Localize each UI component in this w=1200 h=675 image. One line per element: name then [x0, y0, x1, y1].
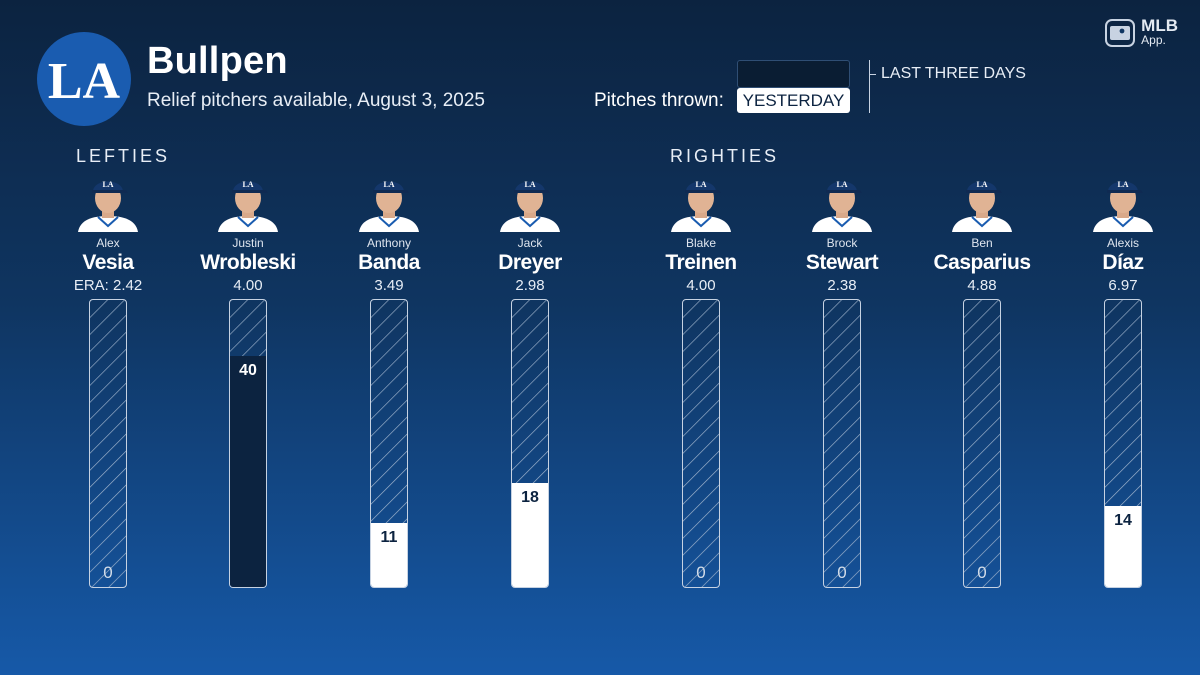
player-era: 6.97	[1108, 277, 1138, 294]
pitch-bar-treinen: 0	[682, 299, 720, 588]
player-first-name: Alex	[96, 236, 120, 250]
pitch-count-label: 40	[239, 361, 257, 379]
svg-text:LA: LA	[242, 180, 253, 189]
player-last-name: Casparius	[933, 251, 1031, 274]
player-last-name: Stewart	[805, 251, 879, 274]
legend-bracket-tick	[869, 74, 876, 75]
player-first-name: Ben	[971, 236, 993, 250]
pitch-count-label: 18	[521, 488, 539, 506]
player-era: 4.00	[686, 277, 716, 294]
svg-text:LA: LA	[836, 180, 847, 189]
pitch-bar-dreyer: 18	[511, 299, 549, 588]
player-era: 2.38	[827, 277, 857, 294]
player-headshot: LA	[500, 180, 560, 232]
legend-yesterday-swatch: YESTERDAY	[737, 88, 850, 113]
page-subtitle: Relief pitchers available, August 3, 202…	[147, 90, 485, 111]
pitch-bar-fill	[1105, 506, 1141, 587]
pitch-count-label: 0	[696, 563, 706, 582]
pitch-count-label: 11	[380, 529, 398, 547]
mlb-logo-icon	[1105, 19, 1136, 47]
player-headshot: LA	[78, 180, 138, 232]
group-label-lefties: LEFTIES	[76, 146, 171, 166]
svg-text:LA: LA	[48, 53, 121, 110]
player-last-name: Dreyer	[498, 251, 562, 274]
player-first-name: Brock	[826, 236, 858, 250]
pitcher-dreyer: LA Jack Dreyer 2.98	[455, 168, 605, 294]
svg-text:LA: LA	[695, 180, 706, 189]
player-era: 4.00	[233, 277, 263, 294]
dodgers-logo: LA	[37, 32, 131, 126]
svg-text:LA: LA	[102, 180, 113, 189]
pitch-count-label: 0	[977, 563, 987, 582]
legend-bracket	[857, 60, 870, 113]
pitch-bar-daz: 14	[1104, 299, 1142, 588]
pitcher-stewart: LA Brock Stewart 2.38	[767, 168, 917, 294]
player-headshot: LA	[812, 180, 872, 232]
pitch-bar-fill	[371, 523, 407, 587]
player-era: 2.98	[515, 277, 545, 294]
player-first-name: Blake	[685, 236, 717, 250]
player-era: 3.49	[374, 277, 404, 294]
player-headshot: LA	[671, 180, 731, 232]
pitch-bar-banda: 11	[370, 299, 408, 588]
mlb-app-text: MLB	[1141, 16, 1178, 35]
legend-three-days-swatch	[737, 60, 850, 88]
pitch-bar-fill	[230, 355, 266, 587]
svg-text:LA: LA	[383, 180, 394, 189]
pitch-count-label: 0	[837, 563, 847, 582]
player-last-name: Díaz	[1102, 251, 1144, 274]
player-headshot: LA	[359, 180, 419, 232]
player-first-name: Jack	[517, 236, 543, 250]
svg-text:LA: LA	[976, 180, 987, 189]
pitch-count-label: 0	[103, 563, 113, 582]
pitcher-banda: LA Anthony Banda 3.49	[314, 168, 464, 294]
legend-label: Pitches thrown:	[594, 90, 724, 111]
player-last-name: Banda	[358, 251, 420, 274]
mlb-app-subtext: App.	[1141, 33, 1166, 47]
player-era: ERA: 2.42	[73, 277, 143, 294]
pitch-bar-casparius: 0	[963, 299, 1001, 588]
pitcher-vesia: LA Alex Vesia ERA: 2.42	[33, 168, 183, 294]
page-title: Bullpen	[147, 40, 288, 82]
player-first-name: Alexis	[1106, 236, 1139, 250]
player-last-name: Vesia	[82, 251, 134, 274]
player-last-name: Treinen	[665, 251, 737, 274]
player-last-name: Wrobleski	[200, 251, 296, 274]
player-first-name: Anthony	[366, 236, 412, 250]
pitch-bar-vesia: 0	[89, 299, 127, 588]
player-headshot: LA	[952, 180, 1012, 232]
pitcher-wrobleski: LA Justin Wrobleski 4.00	[173, 168, 323, 294]
player-era: 4.88	[967, 277, 997, 294]
group-label-righties: RIGHTIES	[670, 146, 780, 166]
pitch-count-label: 14	[1114, 512, 1132, 530]
legend-three-days-label: LAST THREE DAYS	[881, 65, 1026, 82]
pitch-bar-stewart: 0	[823, 299, 861, 588]
pitcher-casparius: LA Ben Casparius 4.88	[907, 168, 1057, 294]
player-headshot: LA	[218, 180, 278, 232]
player-headshot: LA	[1093, 180, 1153, 232]
pitcher-treinen: LA Blake Treinen 4.00	[626, 168, 776, 294]
svg-text:LA: LA	[524, 180, 535, 189]
pitcher-daz: LA Alexis Díaz 6.97	[1048, 168, 1198, 294]
svg-text:LA: LA	[1117, 180, 1128, 189]
pitch-bar-wrobleski: 40	[229, 299, 267, 588]
pitch-bar-fill	[512, 482, 548, 587]
player-first-name: Justin	[232, 236, 264, 250]
mlb-app-badge: MLB App.	[1105, 16, 1178, 48]
